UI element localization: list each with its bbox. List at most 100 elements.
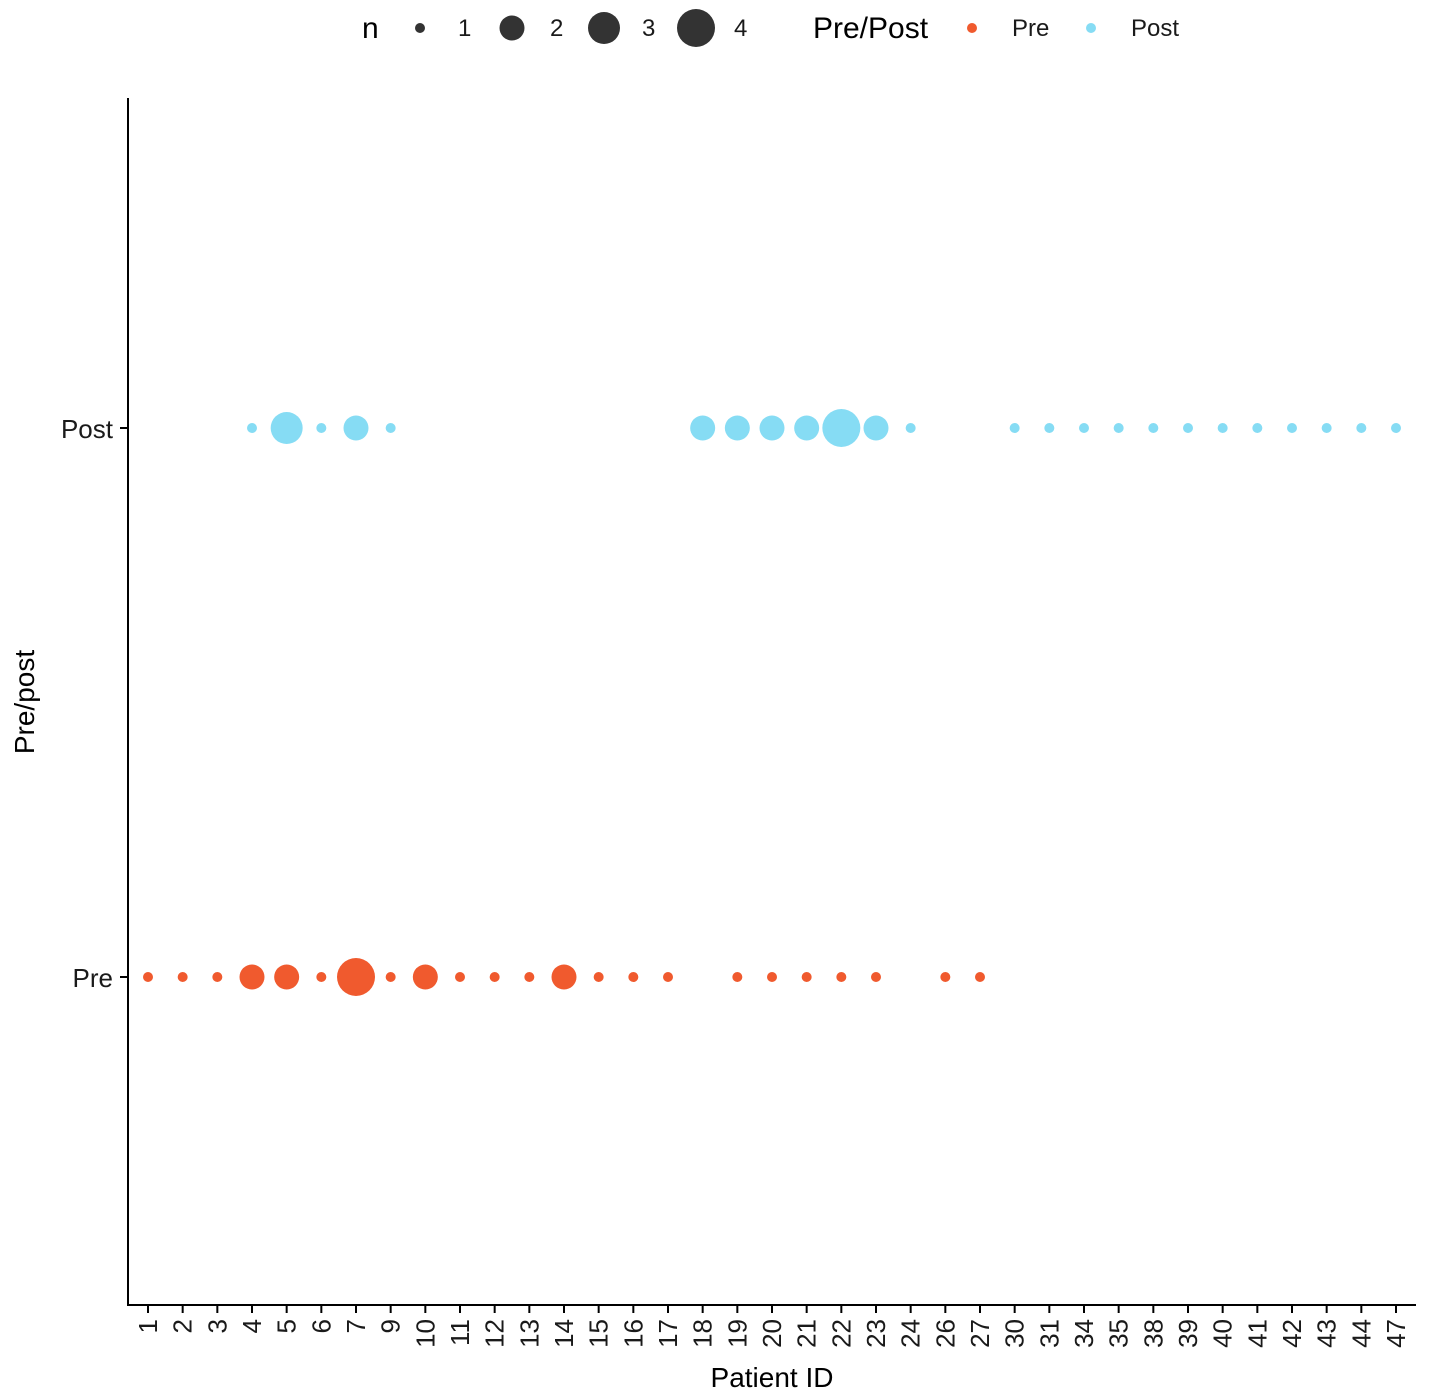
point-post-patient-34	[1079, 423, 1089, 433]
x-tick-label: 38	[1138, 1319, 1168, 1348]
x-tick-label: 21	[792, 1319, 822, 1348]
point-post-patient-7	[343, 415, 369, 441]
point-post-patient-20	[759, 415, 785, 441]
y-tick-label: Post	[61, 414, 114, 444]
x-tick-label: 2	[168, 1319, 198, 1333]
point-pre-patient-9	[385, 972, 396, 982]
point-post-patient-40	[1217, 423, 1228, 433]
x-tick-label: 27	[965, 1319, 995, 1348]
point-pre-patient-14	[551, 964, 577, 990]
x-tick-label: 14	[549, 1319, 579, 1348]
x-tick-label: 12	[480, 1319, 510, 1348]
data-points	[143, 409, 1401, 996]
x-tick-label: 7	[341, 1319, 371, 1333]
legend-size-title: n	[362, 12, 379, 45]
x-tick-label: 19	[722, 1319, 752, 1348]
point-post-patient-39	[1183, 423, 1193, 433]
point-pre-patient-13	[524, 972, 535, 982]
x-tick-label: 31	[1034, 1319, 1064, 1348]
point-post-patient-44	[1356, 423, 1367, 433]
point-pre-patient-5	[274, 964, 300, 990]
point-pre-patient-22	[836, 972, 847, 982]
x-tick-label: 47	[1381, 1319, 1411, 1348]
point-pre-patient-10	[412, 964, 438, 990]
legend-size-swatch	[588, 12, 620, 44]
y-ticks: Pre Post	[61, 414, 128, 993]
point-post-patient-22	[822, 409, 861, 447]
legend-size-label: 2	[550, 15, 563, 42]
x-tick-label: 6	[306, 1319, 336, 1333]
point-pre-patient-11	[455, 972, 465, 982]
point-pre-patient-16	[628, 972, 639, 982]
x-axis-title: Patient ID	[711, 1362, 834, 1393]
legend-size-label: 3	[642, 15, 655, 42]
legend-size-swatch	[415, 23, 425, 33]
point-post-patient-24	[905, 423, 916, 433]
point-post-patient-23	[863, 415, 889, 441]
point-pre-patient-26	[940, 972, 951, 982]
y-axis-title: Pre/post	[9, 650, 40, 754]
x-tick-label: 13	[514, 1319, 544, 1348]
point-pre-patient-27	[975, 972, 985, 982]
point-post-patient-18	[690, 415, 716, 441]
legend-color-swatch-post	[1086, 23, 1096, 33]
legend-color-swatch-pre	[967, 23, 977, 33]
x-tick-label: 4	[237, 1319, 267, 1333]
point-post-patient-31	[1044, 423, 1055, 433]
x-tick-label: 44	[1346, 1319, 1376, 1348]
legend-color-label: Pre	[1012, 15, 1049, 42]
x-tick-label: 23	[861, 1319, 891, 1348]
legend-size-label: 1	[458, 15, 471, 42]
x-tick-label: 35	[1104, 1319, 1134, 1348]
point-pre-patient-4	[239, 964, 265, 990]
point-pre-patient-21	[801, 972, 812, 982]
point-post-patient-43	[1321, 423, 1332, 433]
x-tick-label: 22	[826, 1319, 856, 1348]
x-tick-label: 43	[1312, 1319, 1342, 1348]
legend-color-entries: Pre Post	[967, 15, 1179, 42]
point-pre-patient-7	[337, 958, 375, 996]
point-post-patient-41	[1252, 423, 1263, 433]
point-post-patient-6	[316, 423, 327, 433]
x-tick-label: 39	[1173, 1319, 1203, 1348]
legend-size-swatch	[499, 15, 525, 41]
x-tick-label: 16	[618, 1319, 648, 1348]
legend-size-entries: 1 2 3 4	[415, 9, 747, 47]
y-tick-label: Pre	[73, 963, 113, 993]
point-post-patient-42	[1287, 423, 1297, 433]
x-tick-label: 3	[202, 1319, 232, 1333]
legend: n 1 2 3 4 Pre/Post Pre Post	[362, 9, 1179, 47]
point-pre-patient-2	[177, 972, 188, 982]
legend-size-swatch	[677, 9, 715, 47]
point-pre-patient-3	[212, 972, 223, 982]
legend-size-label: 4	[734, 15, 747, 42]
point-post-patient-35	[1113, 423, 1124, 433]
legend-color-label: Post	[1131, 15, 1179, 42]
point-pre-patient-12	[489, 972, 500, 982]
point-pre-patient-19	[732, 972, 743, 982]
x-tick-label: 34	[1069, 1319, 1099, 1348]
point-pre-patient-6	[316, 972, 327, 982]
x-tick-label: 10	[410, 1319, 440, 1348]
x-tick-label: 5	[272, 1319, 302, 1333]
x-tick-label: 15	[584, 1319, 614, 1348]
x-tick-label: 1	[133, 1319, 163, 1333]
point-pre-patient-20	[767, 972, 777, 982]
x-tick-label: 9	[376, 1319, 406, 1333]
x-tick-label: 42	[1277, 1319, 1307, 1348]
point-post-patient-30	[1009, 423, 1020, 433]
point-post-patient-21	[794, 415, 820, 441]
x-tick-label: 41	[1242, 1319, 1272, 1348]
point-post-patient-47	[1391, 423, 1401, 433]
point-post-patient-19	[724, 415, 750, 441]
x-tick-label: 18	[688, 1319, 718, 1348]
point-pre-patient-17	[663, 972, 673, 982]
axes	[127, 98, 1416, 1306]
x-tick-label: 30	[1000, 1319, 1030, 1348]
x-tick-label: 17	[653, 1319, 683, 1348]
point-post-patient-4	[247, 423, 257, 433]
point-pre-patient-23	[871, 972, 881, 982]
legend-color-title: Pre/Post	[813, 12, 929, 45]
point-pre-patient-15	[593, 972, 604, 982]
